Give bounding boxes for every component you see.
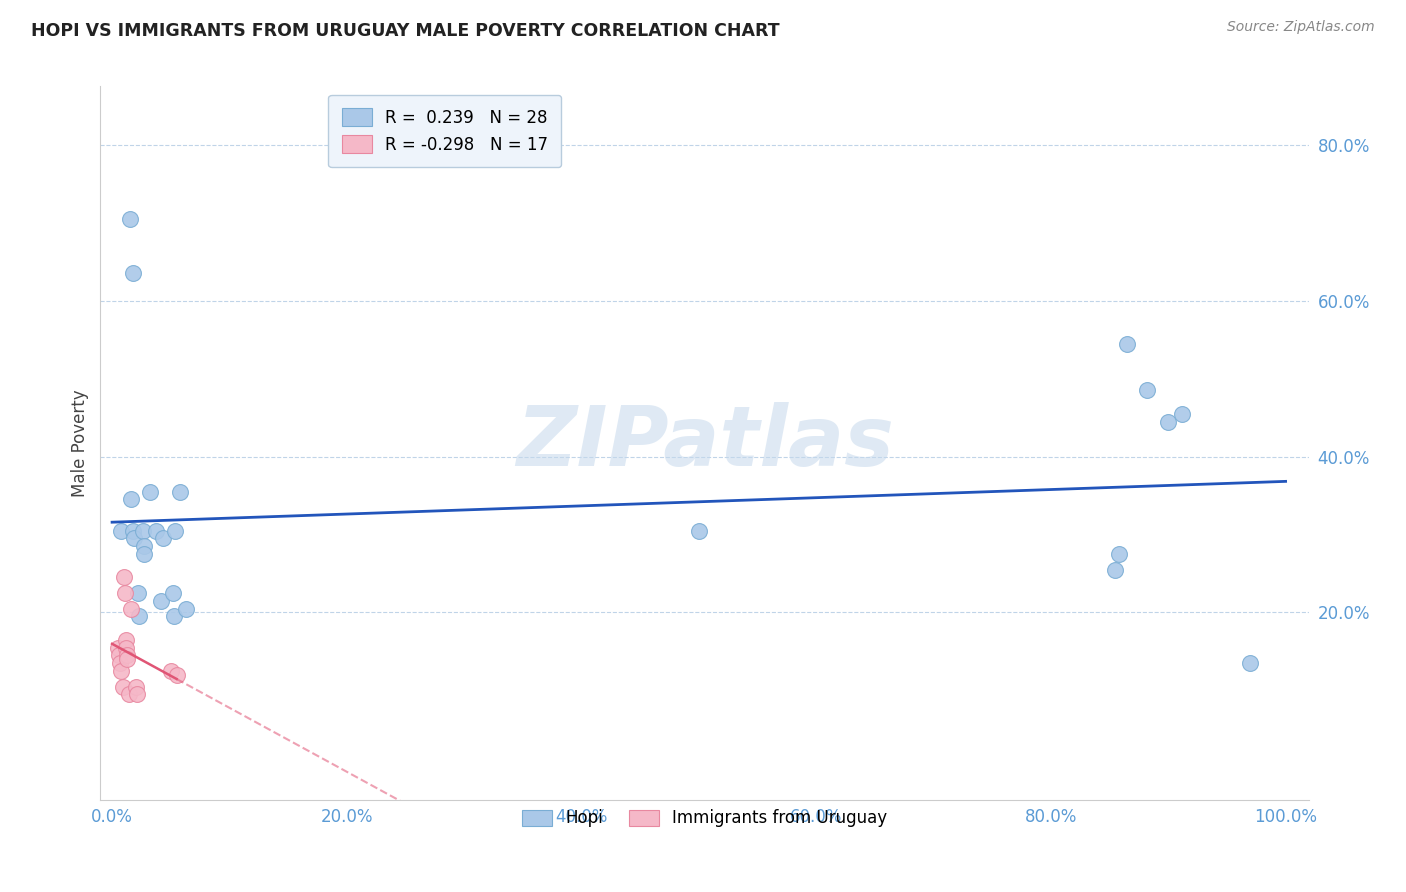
Point bbox=[115, 640, 138, 655]
Point bbox=[1116, 336, 1139, 351]
Text: ZIPatlas: ZIPatlas bbox=[516, 402, 894, 483]
Point bbox=[174, 601, 197, 615]
Point bbox=[688, 524, 710, 538]
Point bbox=[112, 570, 135, 584]
Point bbox=[110, 656, 132, 670]
Point bbox=[131, 524, 153, 538]
Point bbox=[1239, 656, 1261, 670]
Point bbox=[132, 547, 155, 561]
Point bbox=[117, 652, 139, 666]
Point bbox=[169, 484, 191, 499]
Point bbox=[110, 524, 132, 538]
Y-axis label: Male Poverty: Male Poverty bbox=[72, 389, 89, 497]
Point bbox=[115, 632, 138, 647]
Point bbox=[127, 586, 149, 600]
Text: HOPI VS IMMIGRANTS FROM URUGUAY MALE POVERTY CORRELATION CHART: HOPI VS IMMIGRANTS FROM URUGUAY MALE POV… bbox=[31, 22, 779, 40]
Point bbox=[108, 648, 131, 663]
Point bbox=[107, 640, 129, 655]
Point bbox=[162, 586, 184, 600]
Point bbox=[152, 532, 174, 546]
Point bbox=[1136, 384, 1159, 398]
Legend: Hopi, Immigrants from Uruguay: Hopi, Immigrants from Uruguay bbox=[516, 803, 894, 834]
Point bbox=[1104, 563, 1126, 577]
Point bbox=[145, 524, 167, 538]
Point bbox=[122, 267, 145, 281]
Point bbox=[1108, 547, 1130, 561]
Point bbox=[1157, 415, 1180, 429]
Point bbox=[124, 680, 146, 694]
Text: Source: ZipAtlas.com: Source: ZipAtlas.com bbox=[1227, 20, 1375, 34]
Point bbox=[117, 648, 139, 663]
Point bbox=[110, 664, 132, 678]
Point bbox=[124, 532, 146, 546]
Point bbox=[159, 664, 181, 678]
Point bbox=[122, 524, 145, 538]
Point bbox=[120, 492, 142, 507]
Point bbox=[163, 609, 186, 624]
Point bbox=[114, 586, 136, 600]
Point bbox=[118, 211, 141, 226]
Point bbox=[165, 524, 187, 538]
Point bbox=[138, 484, 160, 499]
Point bbox=[166, 668, 188, 682]
Point bbox=[150, 594, 173, 608]
Point bbox=[120, 601, 142, 615]
Point bbox=[117, 687, 139, 701]
Point bbox=[111, 680, 134, 694]
Point bbox=[132, 539, 155, 553]
Point bbox=[1171, 407, 1194, 421]
Point bbox=[128, 609, 150, 624]
Point bbox=[125, 687, 148, 701]
